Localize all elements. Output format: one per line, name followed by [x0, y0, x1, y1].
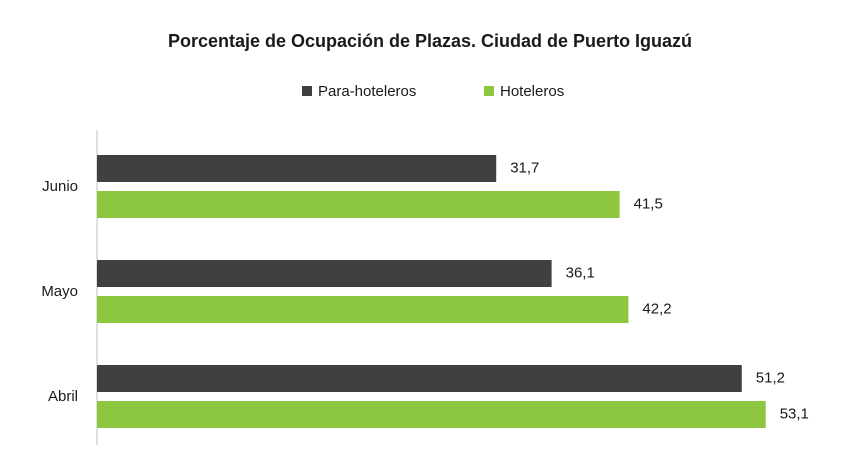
data-label: 31,7 — [510, 159, 539, 176]
legend-swatch — [484, 86, 494, 96]
bar — [97, 191, 620, 218]
bar — [97, 365, 742, 392]
data-label: 53,1 — [780, 405, 809, 422]
data-label: 36,1 — [566, 264, 595, 281]
data-label: 42,2 — [642, 300, 671, 317]
legend-label: Para-hoteleros — [318, 83, 416, 100]
y-tick-label: Mayo — [41, 283, 78, 300]
bar — [97, 260, 552, 287]
legend-label: Hoteleros — [500, 83, 564, 100]
legend-swatch — [302, 86, 312, 96]
bar — [97, 155, 497, 182]
y-tick-label: Abril — [48, 388, 78, 405]
bar — [97, 296, 629, 323]
data-label: 41,5 — [634, 195, 663, 212]
y-tick-label: Junio — [42, 178, 78, 195]
bar — [97, 401, 766, 428]
data-label: 51,2 — [756, 369, 785, 386]
chart-title: Porcentaje de Ocupación de Plazas. Ciuda… — [168, 31, 692, 51]
